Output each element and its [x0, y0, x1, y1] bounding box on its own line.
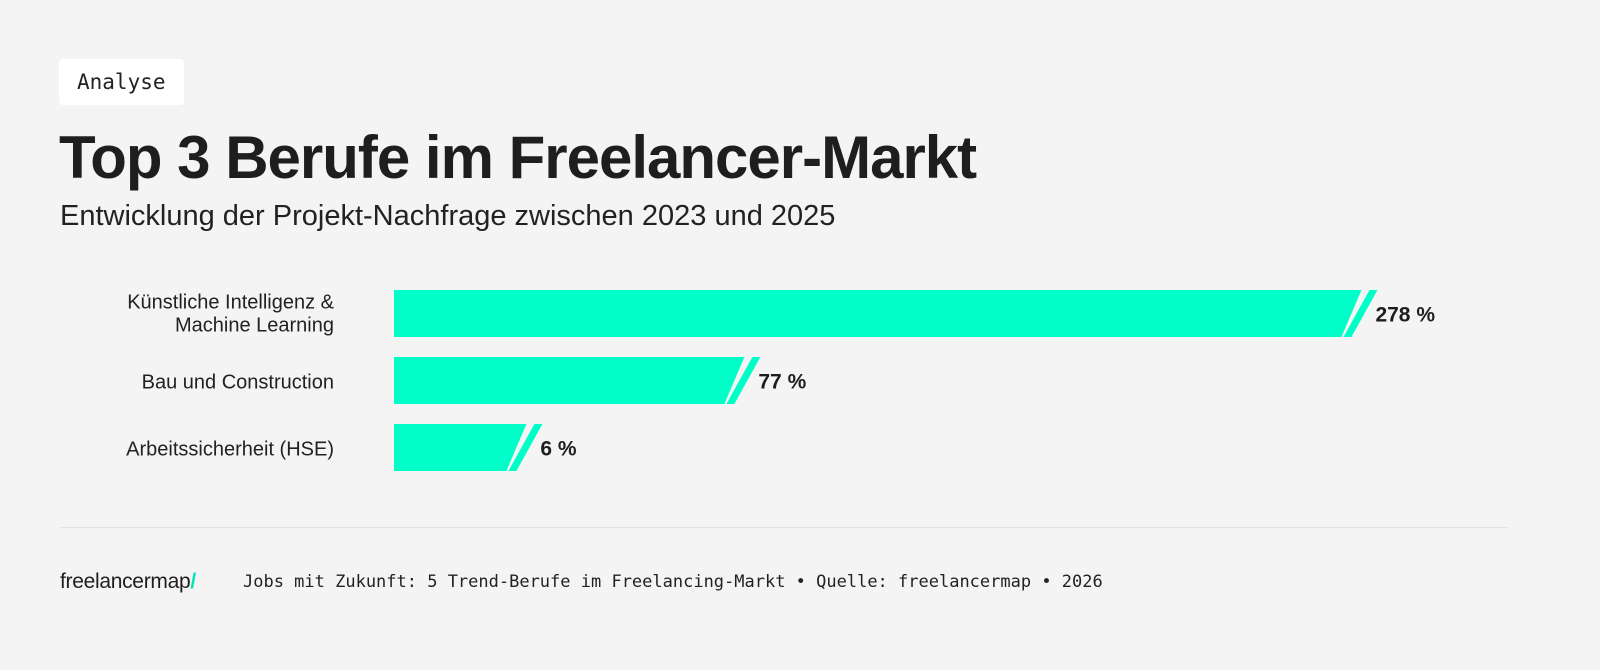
chart-subtitle: Entwicklung der Projekt-Nachfrage zwisch… — [60, 200, 836, 232]
bar — [394, 357, 745, 404]
value-label: 77 % — [758, 371, 806, 394]
category-label: Künstliche Intelligenz & — [127, 292, 334, 314]
source-note: Jobs mit Zukunft: 5 Trend-Berufe im Free… — [243, 572, 1103, 592]
category-label: Arbeitssicherheit (HSE) — [126, 439, 334, 461]
value-label: 278 % — [1375, 304, 1435, 327]
category-label: Machine Learning — [175, 315, 334, 337]
bar-slash-mark — [508, 424, 543, 471]
chart-title: Top 3 Berufe im Freelancer-Markt — [59, 124, 977, 191]
bar-slash-mark — [1343, 290, 1378, 337]
logo-slash: / — [190, 570, 196, 593]
bar — [394, 424, 527, 471]
bar-chart: 278 % Künstliche Intelligenz &Machine Lea… — [126, 290, 1435, 471]
category-label: Bau und Construction — [142, 372, 334, 394]
category-tag: Analyse — [59, 59, 184, 105]
bar — [394, 290, 1362, 337]
value-label: 6 % — [540, 438, 577, 461]
divider — [60, 527, 1508, 528]
bar-slash-mark — [726, 357, 761, 404]
freelancermap-logo: freelancermap/ — [60, 570, 196, 594]
logo-text: freelancermap — [60, 570, 191, 593]
